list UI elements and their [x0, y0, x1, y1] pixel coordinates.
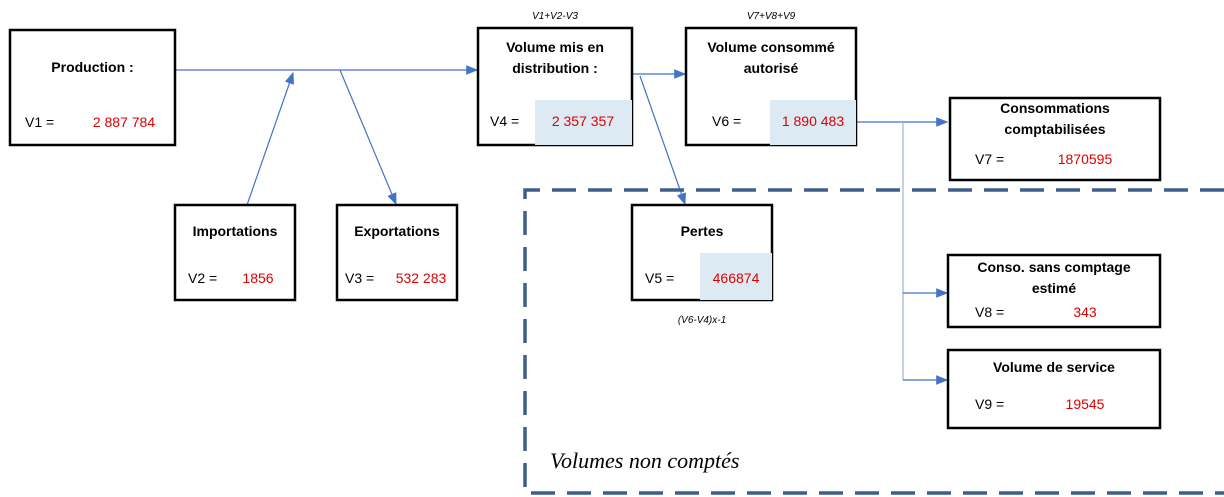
node-title: Conso. sans comptage	[977, 259, 1130, 275]
node-formula: (V6-V4)x-1	[678, 315, 726, 326]
node-box	[946, 348, 1162, 430]
node-var: V1 =	[25, 114, 54, 130]
node-title: Production :	[51, 59, 133, 75]
node-box	[946, 253, 1162, 329]
node-title: estimé	[1032, 280, 1077, 296]
node-title: autorisé	[744, 60, 799, 76]
node-var: V7 =	[975, 151, 1004, 167]
node-title: Volume de service	[993, 359, 1115, 375]
node-var: V5 =	[645, 270, 674, 286]
node-formula: V1+V2-V3	[532, 11, 578, 22]
node-value: 19545	[1066, 396, 1105, 412]
connectors	[175, 65, 949, 385]
node-var: V6 =	[712, 113, 741, 129]
node-var: V3 =	[345, 270, 374, 286]
node-box	[948, 96, 1162, 182]
value-highlight	[700, 253, 772, 300]
node-title: comptabilisées	[1004, 121, 1105, 137]
node-var: V9 =	[975, 396, 1004, 412]
node-title: Pertes	[681, 223, 724, 239]
node-title: Consommations	[1000, 100, 1110, 116]
node-box	[173, 203, 297, 302]
node-var: V8 =	[975, 304, 1004, 320]
node-value: 532 283	[396, 270, 447, 286]
node-box	[8, 28, 177, 147]
region-label: Volumes non comptés	[550, 448, 739, 473]
node-title: Exportations	[354, 223, 440, 239]
node-title: Volume mis en	[506, 39, 604, 55]
node-value: 1870595	[1058, 151, 1113, 167]
node-value: 2 887 784	[93, 114, 155, 130]
value-highlight	[770, 100, 856, 145]
node-value: 2 357 357	[552, 113, 614, 129]
node-title: Volume consommé	[707, 39, 835, 55]
node-var: V4 =	[490, 113, 519, 129]
node-value: 466874	[713, 270, 760, 286]
node-value: 1856	[242, 270, 273, 286]
node-value: 1 890 483	[782, 113, 844, 129]
node-value: 343	[1073, 304, 1097, 320]
node-title: Importations	[193, 223, 278, 239]
value-highlight	[535, 100, 632, 145]
node-formula: V7+V8+V9	[747, 11, 796, 22]
node-box	[335, 203, 459, 302]
node-title: distribution :	[512, 60, 598, 76]
region-border	[523, 188, 1224, 495]
node-var: V2 =	[188, 270, 217, 286]
